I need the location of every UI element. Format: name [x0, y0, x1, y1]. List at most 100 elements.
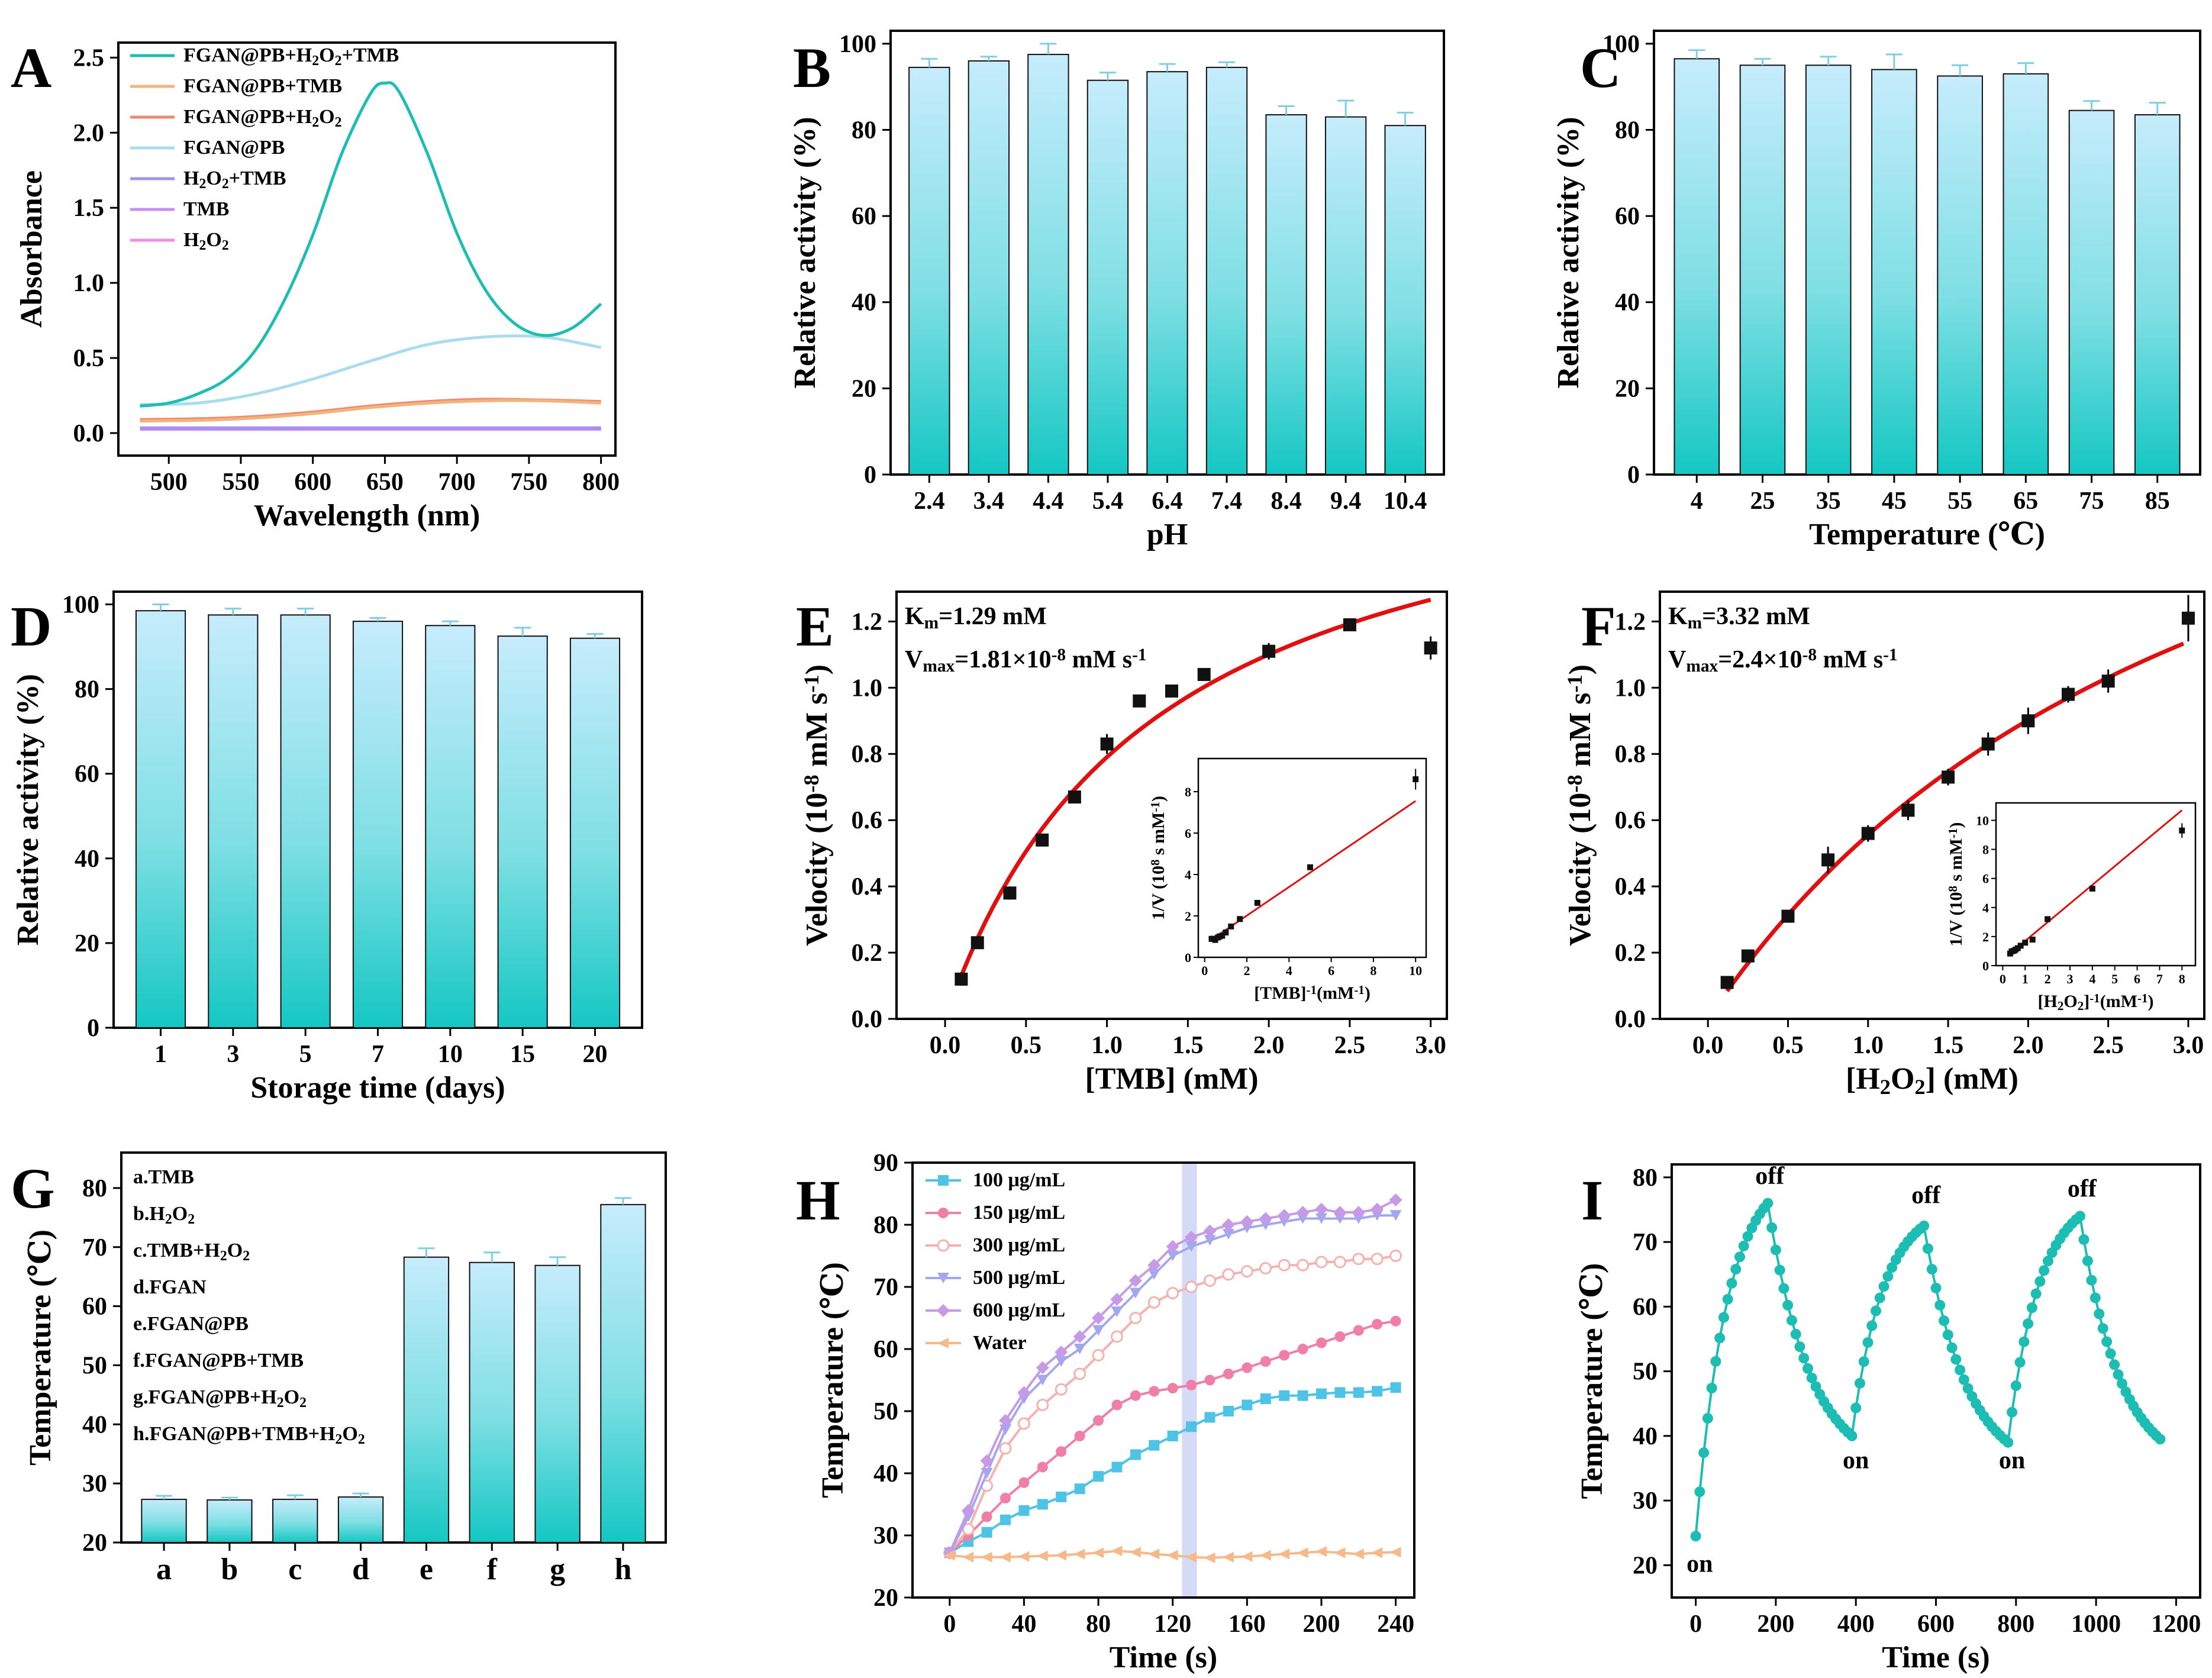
panel-A-frame [117, 41, 617, 457]
panel-E-ytick-label: 1.2 [852, 608, 883, 635]
panel-D-xtick-label: 1 [154, 1041, 167, 1068]
panel-I-marker [1694, 1486, 1705, 1498]
panel-E-ytick-label: 0.8 [852, 741, 883, 768]
panel-F-xtick-label: 0.5 [1772, 1032, 1804, 1059]
panel-E-frame [895, 590, 1448, 1020]
panel-H-legend-label: 500 μg/mL [973, 1267, 1065, 1289]
panel-H-marker [1128, 1274, 1142, 1287]
panel-F-point [1781, 909, 1795, 923]
panel-G-letter: G [11, 1157, 55, 1220]
panel-E-inset-ytick-label: 4 [1185, 867, 1191, 882]
panel-I-ytick-label: 40 [1633, 1423, 1658, 1450]
panel-G-legend-item: d.FGAN [133, 1276, 207, 1298]
panel-I-annotation: on [1999, 1447, 2025, 1474]
panel-H-marker [1018, 1551, 1030, 1562]
panel-F-inset-fit-line [2008, 809, 2183, 955]
panel-I-marker [2097, 1323, 2108, 1334]
panel-E-xtick-label: 1.0 [1091, 1032, 1123, 1059]
panel-I-annotation: off [1755, 1163, 1785, 1190]
panel-I-marker [1958, 1374, 1969, 1385]
panel-H-marker [1389, 1250, 1402, 1262]
panel-H-marker [1036, 1374, 1049, 1386]
panel-H-marker [1130, 1449, 1141, 1460]
panel-E-inset-point [1219, 932, 1226, 939]
panel-H-marker [999, 1414, 1013, 1427]
panel-B-xtick-label: 4.4 [1033, 488, 1064, 515]
panel-H-xtick-label: 200 [1302, 1611, 1340, 1638]
panel-H-marker [980, 1454, 994, 1467]
panel-H-marker [1149, 1440, 1160, 1451]
panel-B-xtick-label: 9.4 [1330, 488, 1362, 515]
panel-H-xtick-label: 40 [1011, 1611, 1036, 1638]
panel-H-marker [1315, 1546, 1327, 1557]
panel-B-bar [1265, 114, 1307, 475]
panel-H-marker [1166, 1287, 1179, 1299]
panel-C-ylabel: Relative activity (%) [1552, 117, 1585, 388]
panel-H-legend-label: 100 μg/mL [973, 1169, 1065, 1191]
panel-H-marker [1110, 1330, 1123, 1343]
panel-C-ytick-label: 0 [1627, 462, 1640, 489]
panel-H-marker [1260, 1393, 1271, 1404]
panel-F-ytick-label: 0.0 [1615, 1006, 1646, 1033]
panel-G-xtick-label: d [352, 1553, 369, 1586]
panel-D-xlabel: Storage time (days) [250, 1071, 505, 1105]
panel-A-xtick-label: 750 [510, 469, 547, 496]
panel-E-inset-xtick-label: 0 [1201, 963, 1208, 978]
panel-H-marker [1297, 1390, 1308, 1401]
panel-E-point [1100, 737, 1114, 751]
panel-H-ytick-label: 40 [873, 1460, 898, 1487]
panel-H-legend-label: 300 μg/mL [973, 1234, 1065, 1256]
panel-I-marker [2042, 1256, 2053, 1267]
panel-G-legend-item: c.TMB+H2O2 [133, 1240, 250, 1264]
panel-F-inset-point [2017, 943, 2024, 949]
panel-I-marker [1714, 1332, 1726, 1344]
panel-G-legend-item: h.FGAN@PB+TMB+H2O2 [133, 1423, 365, 1447]
panel-D-bar [569, 637, 621, 1028]
panel-A-xtick-label: 600 [294, 469, 331, 496]
panel-B-xtick-label: 2.4 [914, 488, 945, 515]
panel-G-xtick-label: b [221, 1553, 238, 1586]
panel-B-bar [1027, 54, 1069, 476]
panel-G-xtick-label: h [614, 1553, 631, 1586]
panel-F-point [1861, 827, 1875, 840]
panel-I-marker [1806, 1372, 1817, 1383]
panel-F-inset-ytick-label: 4 [1982, 901, 1989, 915]
panel-I-xtick-label: 400 [1837, 1611, 1875, 1638]
panel-F-xlabel: [H2O2] (mM) [1846, 1062, 2018, 1099]
panel-B-xtick-label: 8.4 [1271, 488, 1302, 515]
panel-I-marker [1782, 1299, 1794, 1311]
panel-F-point [1942, 770, 1955, 784]
panel-E-inset-point [1228, 923, 1234, 930]
panel-H-marker [1278, 1209, 1291, 1222]
panel-H-marker [1166, 1550, 1178, 1561]
panel-G-ytick-label: 20 [82, 1529, 107, 1557]
panel-I-marker [1774, 1264, 1785, 1276]
panel-G-bar [272, 1499, 318, 1543]
panel-F-point [2021, 714, 2035, 728]
panel-D-xtick-label: 10 [438, 1041, 463, 1068]
panel-F-point [2101, 675, 2115, 688]
panel-I-marker [2094, 1308, 2105, 1319]
panel-H-marker [1055, 1550, 1067, 1561]
panel-I-xtick-label: 200 [1757, 1611, 1794, 1638]
panel-I-marker [1762, 1198, 1774, 1209]
panel-F-inset-ytick-label: 2 [1982, 930, 1989, 944]
panel-H-marker [981, 1511, 992, 1522]
panel-A-xtick-label: 550 [222, 469, 259, 496]
panel-H-marker [1018, 1477, 1030, 1488]
panel-F-ytick-label: 0.4 [1615, 873, 1646, 901]
panel-H-marker [1111, 1461, 1123, 1473]
panel-I-xtick-label: 800 [1997, 1611, 2034, 1638]
panel-H-marker [1334, 1331, 1346, 1342]
panel-F-point [1821, 853, 1835, 867]
panel-A-xtick-label: 700 [438, 469, 476, 496]
panel-I-marker [1742, 1231, 1753, 1242]
panel-I-marker [1702, 1413, 1713, 1424]
panel-B-bar [1086, 79, 1129, 476]
panel-A-legend-label: H2O2 [183, 229, 229, 253]
panel-I-marker [1858, 1356, 1869, 1367]
panel-F-point [1720, 976, 1734, 989]
panel-D-xtick-label: 20 [582, 1041, 607, 1068]
panel-H-marker [1092, 1547, 1104, 1558]
panel-H-marker [1296, 1206, 1310, 1219]
